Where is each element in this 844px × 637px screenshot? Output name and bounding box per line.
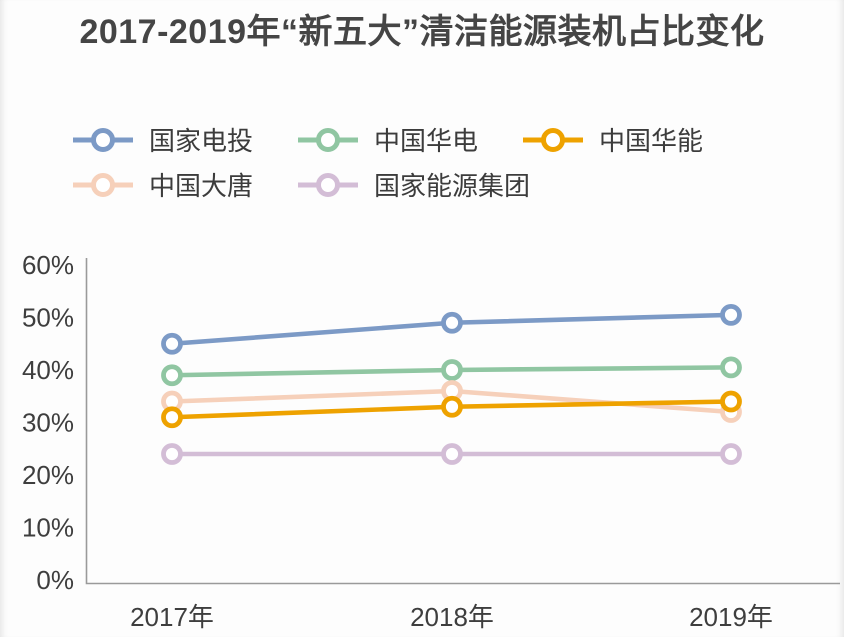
x-axis-tick-label: 2019年 xyxy=(689,602,773,632)
x-axis-tick-label: 2018年 xyxy=(410,602,494,632)
y-axis-tick-label: 20% xyxy=(22,460,74,490)
legend-label: 中国华电 xyxy=(374,126,479,156)
legend-line-marker-icon xyxy=(522,125,584,155)
legend-line-marker-icon xyxy=(297,170,359,200)
y-axis-tick-label: 60% xyxy=(22,250,74,280)
data-point-marker xyxy=(441,395,463,418)
x-axis-tick-label: 2017年 xyxy=(130,602,214,632)
data-point-marker xyxy=(161,443,183,465)
legend-item-zhongguodatang: 中国大唐 xyxy=(72,162,297,207)
data-point-marker xyxy=(720,303,742,326)
y-axis-tick-label: 10% xyxy=(22,513,74,543)
legend-label: 国家能源集团 xyxy=(374,171,531,201)
data-point-marker xyxy=(441,443,463,465)
y-axis-tick-label: 50% xyxy=(22,303,74,333)
legend-line-marker-icon xyxy=(297,125,359,155)
y-axis-tick-label: 0% xyxy=(36,565,74,595)
data-point-marker xyxy=(441,311,463,334)
line-chart-plot: 0% 10% 20% 30% 40% 50% 60% 2017年 2018年 2019年 xyxy=(22,250,840,632)
legend-label: 中国大唐 xyxy=(149,171,254,201)
legend: 国家电投 中国华电 中国华能 xyxy=(72,117,812,207)
data-point-marker xyxy=(720,356,742,379)
axis-line xyxy=(85,258,840,585)
legend-item-guojianengyuanjituan: 国家能源集团 xyxy=(297,162,530,207)
legend-line-marker-icon xyxy=(72,170,134,200)
legend-item-zhongguohuaneng: 中国华能 xyxy=(522,117,747,162)
data-point-marker xyxy=(161,406,183,429)
legend-label: 国家电投 xyxy=(149,126,254,156)
data-point-marker xyxy=(720,443,742,465)
legend-label: 中国华能 xyxy=(599,126,704,156)
legend-line-marker-icon xyxy=(72,125,134,155)
data-point-marker xyxy=(161,332,183,355)
y-axis-tick-label: 40% xyxy=(22,355,74,385)
legend-item-guojiadiantou: 国家电投 xyxy=(72,117,297,162)
legend-item-zhongguohuadian: 中国华电 xyxy=(297,117,522,162)
data-point-marker xyxy=(441,359,463,381)
chart-title: 2017-2019年“新五大”清洁能源装机占比变化 xyxy=(79,13,765,51)
y-axis-tick-label: 30% xyxy=(22,408,74,438)
data-point-marker xyxy=(161,364,183,387)
data-point-marker xyxy=(720,390,742,413)
